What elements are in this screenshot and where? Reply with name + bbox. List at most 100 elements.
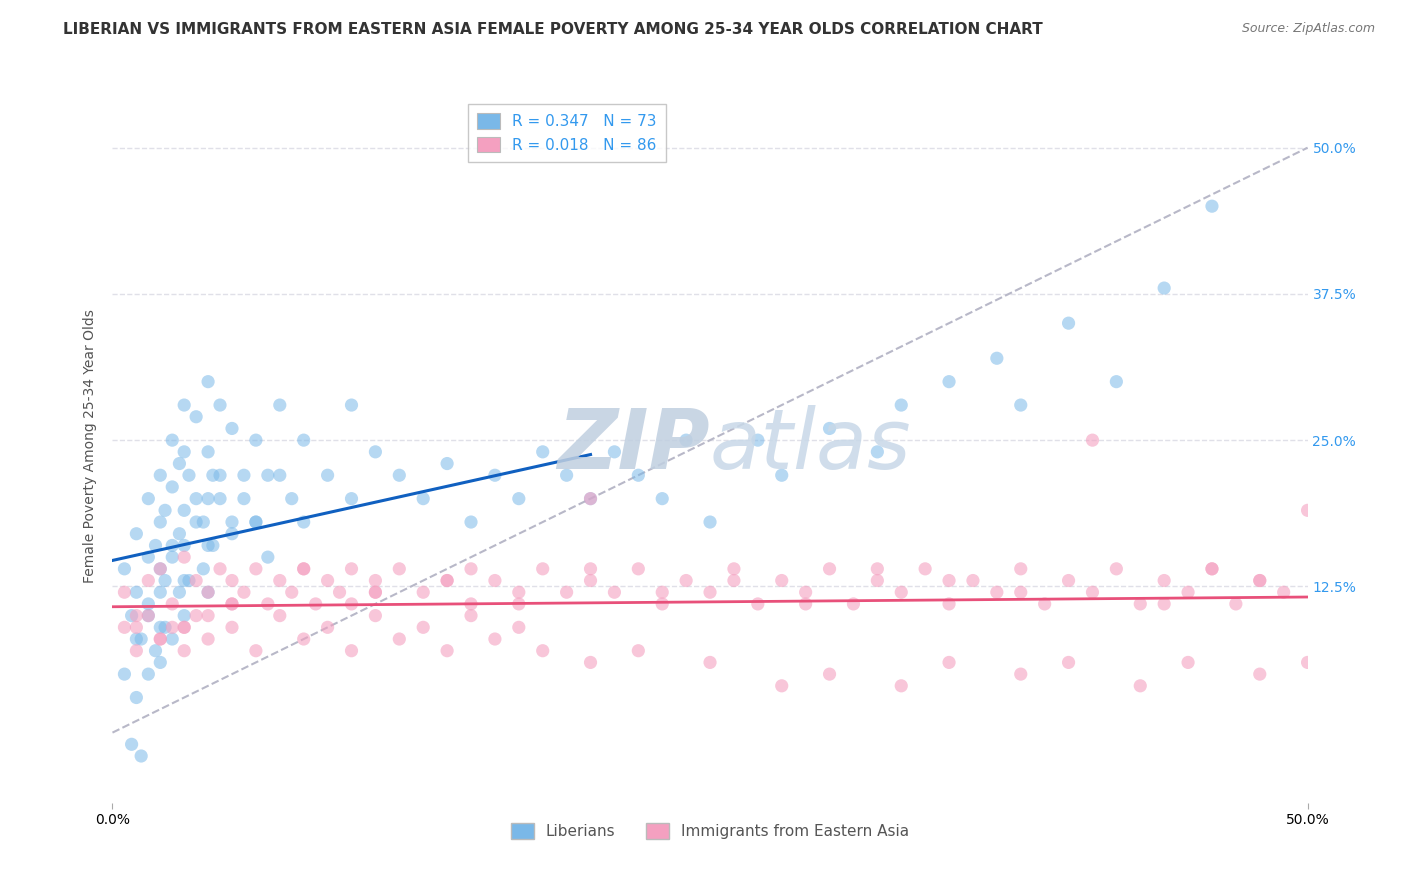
Point: [579, 562, 602, 576]
Point: [794, 585, 817, 599]
Point: [1177, 585, 1199, 599]
Point: [245, 515, 267, 529]
Point: [818, 421, 841, 435]
Point: [138, 597, 160, 611]
Point: [1177, 656, 1199, 670]
Point: [770, 574, 793, 588]
Point: [460, 597, 482, 611]
Point: [153, 574, 176, 588]
Point: [292, 515, 315, 529]
Point: [149, 468, 172, 483]
Point: [651, 597, 673, 611]
Point: [938, 656, 960, 670]
Point: [579, 491, 602, 506]
Point: [292, 632, 315, 646]
Point: [186, 574, 208, 588]
Point: [125, 632, 148, 646]
Point: [186, 409, 208, 424]
Point: [484, 468, 506, 483]
Point: [986, 585, 1008, 599]
Point: [162, 538, 183, 552]
Point: [269, 398, 291, 412]
Point: [197, 491, 219, 506]
Point: [197, 585, 219, 599]
Point: [149, 632, 172, 646]
Point: [201, 468, 224, 483]
Point: [364, 608, 387, 623]
Point: [114, 562, 135, 576]
Point: [627, 644, 650, 658]
Point: [1249, 667, 1271, 681]
Point: [651, 585, 673, 599]
Point: [173, 550, 195, 565]
Point: [173, 574, 195, 588]
Point: [173, 620, 195, 634]
Point: [364, 585, 387, 599]
Point: [1129, 597, 1152, 611]
Point: [162, 433, 183, 447]
Point: [388, 468, 411, 483]
Point: [1057, 316, 1080, 330]
Point: [269, 574, 291, 588]
Point: [292, 562, 315, 576]
Point: [866, 574, 889, 588]
Point: [233, 468, 256, 483]
Point: [138, 608, 160, 623]
Point: [245, 515, 267, 529]
Text: atlas: atlas: [710, 406, 911, 486]
Point: [1057, 656, 1080, 670]
Point: [316, 620, 339, 634]
Point: [938, 574, 960, 588]
Point: [245, 562, 267, 576]
Point: [173, 503, 195, 517]
Point: [531, 445, 554, 459]
Point: [508, 620, 530, 634]
Point: [305, 597, 328, 611]
Point: [125, 690, 148, 705]
Point: [436, 644, 458, 658]
Point: [209, 468, 232, 483]
Point: [555, 585, 578, 599]
Point: [1129, 679, 1152, 693]
Point: [186, 608, 208, 623]
Point: [149, 585, 172, 599]
Point: [675, 574, 697, 588]
Point: [364, 574, 387, 588]
Point: [173, 644, 195, 658]
Point: [770, 468, 793, 483]
Point: [1010, 667, 1032, 681]
Point: [173, 538, 195, 552]
Point: [388, 632, 411, 646]
Point: [747, 597, 769, 611]
Point: [914, 562, 936, 576]
Point: [1201, 562, 1223, 576]
Point: [173, 445, 195, 459]
Point: [292, 562, 315, 576]
Point: [201, 538, 224, 552]
Y-axis label: Female Poverty Among 25-34 Year Olds: Female Poverty Among 25-34 Year Olds: [83, 309, 97, 583]
Point: [699, 656, 721, 670]
Point: [221, 597, 243, 611]
Text: LIBERIAN VS IMMIGRANTS FROM EASTERN ASIA FEMALE POVERTY AMONG 25-34 YEAR OLDS CO: LIBERIAN VS IMMIGRANTS FROM EASTERN ASIA…: [63, 22, 1043, 37]
Point: [388, 562, 411, 576]
Point: [186, 491, 208, 506]
Point: [162, 597, 183, 611]
Point: [938, 375, 960, 389]
Point: [257, 597, 280, 611]
Point: [340, 644, 363, 658]
Point: [197, 632, 219, 646]
Point: [436, 574, 458, 588]
Point: [173, 398, 195, 412]
Point: [193, 562, 215, 576]
Point: [555, 468, 578, 483]
Point: [1010, 585, 1032, 599]
Point: [245, 433, 267, 447]
Point: [723, 562, 745, 576]
Point: [412, 491, 434, 506]
Point: [149, 562, 172, 576]
Point: [818, 667, 841, 681]
Point: [221, 526, 243, 541]
Point: [149, 562, 172, 576]
Point: [138, 608, 160, 623]
Point: [866, 445, 889, 459]
